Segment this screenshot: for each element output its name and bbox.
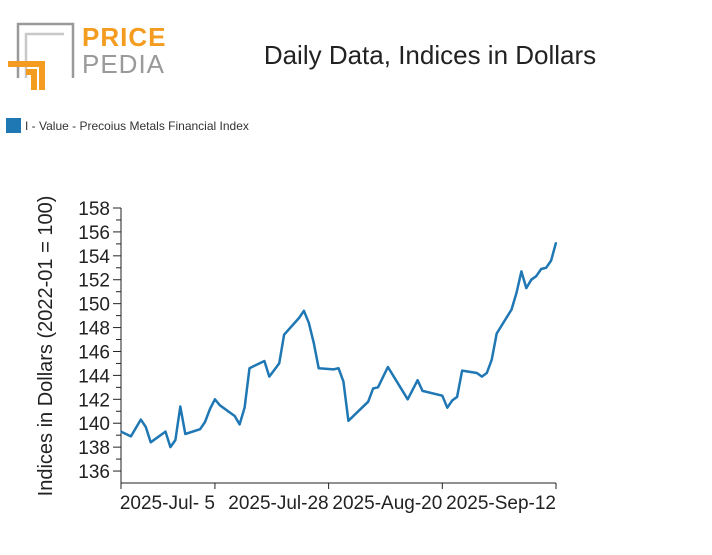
data-point [238,423,241,426]
y-tick-label: 156 [78,223,110,244]
y-tick-label: 150 [78,295,110,316]
data-point [278,362,280,365]
data-point [367,400,369,403]
series-line [120,242,558,449]
series-layer [120,241,558,449]
data-point [451,399,453,402]
data-point [308,321,310,324]
data-point [263,360,266,362]
data-point [441,394,444,397]
data-point [317,367,320,370]
data-point [387,366,389,368]
x-tick-label: 2025-Aug-20 [332,493,442,514]
data-point [298,317,300,319]
data-point [515,292,518,294]
y-tick-label: 136 [78,462,110,483]
logo-word-pedia: PEDIA [82,49,166,79]
y-tick-label: 148 [78,319,110,340]
data-point [525,287,528,289]
pricepedia-logo: PRICE PEDIA [6,20,166,94]
data-point [332,368,335,371]
data-point [283,333,285,336]
y-tick-label: 138 [78,438,110,459]
data-point [555,241,557,244]
data-point [446,406,449,409]
data-point [377,386,379,389]
data-point [372,387,374,390]
data-point [184,433,187,435]
data-point [219,404,221,407]
legend-label: I - Value - Precoius Metals Financial In… [25,118,249,133]
data-point [149,441,152,444]
data-point [520,270,523,273]
data-point [139,418,142,421]
x-tick-label: 2025-Jul- 5 [120,493,215,514]
data-point [130,435,132,438]
x-tick-label: 2025-Sep-12 [446,493,556,514]
chart-title: Daily Data, Indices in Dollars [263,40,597,70]
data-point [243,406,246,409]
y-tick-label: 140 [78,414,110,435]
data-point [347,420,350,422]
data-point [144,426,147,428]
data-point [179,405,182,408]
data-point [485,372,488,374]
data-point [495,332,498,335]
data-point [312,342,315,344]
pricepedia-logo-mark [8,22,75,90]
y-tick-label: 142 [78,390,110,411]
data-point [535,275,538,277]
x-axis: 2025-Jul- 5 2025-Jul-28 2025-Aug-20 2025-Se… [120,482,557,514]
x-tick-label: 2025-Jul-28 [228,493,328,514]
data-point [337,367,340,370]
data-point [174,439,177,441]
data-point [214,398,216,401]
data-point [169,446,172,448]
y-axis-label: Indices in Dollars (2022-01 = 100) [35,196,57,497]
data-point [540,268,542,270]
y-tick-label: 144 [78,366,110,387]
data-point [406,398,409,401]
data-point [233,415,236,417]
data-point [164,430,167,433]
legend[interactable]: I - Value - Precoius Metals Financial In… [6,118,249,133]
data-point [490,359,493,361]
data-point [416,379,419,381]
data-point [510,308,513,311]
logo-word-price: PRICE [82,22,167,52]
legend-swatch [6,118,21,133]
data-point [120,430,122,433]
y-tick-label: 154 [78,247,110,268]
data-point [199,428,201,430]
y-tick-label: 158 [78,199,110,220]
data-point [456,396,458,398]
data-point [476,372,478,374]
data-point [268,375,271,378]
data-point [545,266,547,269]
data-point [530,278,533,281]
data-point [342,380,345,383]
data-point [550,259,552,262]
data-point [481,375,483,378]
data-point [303,310,305,312]
data-point [209,408,211,410]
y-tick-label: 152 [78,271,110,292]
data-point [421,390,424,392]
y-tick-label: 146 [78,342,110,363]
data-point [461,369,463,372]
data-point [204,421,206,423]
data-point [248,367,251,370]
